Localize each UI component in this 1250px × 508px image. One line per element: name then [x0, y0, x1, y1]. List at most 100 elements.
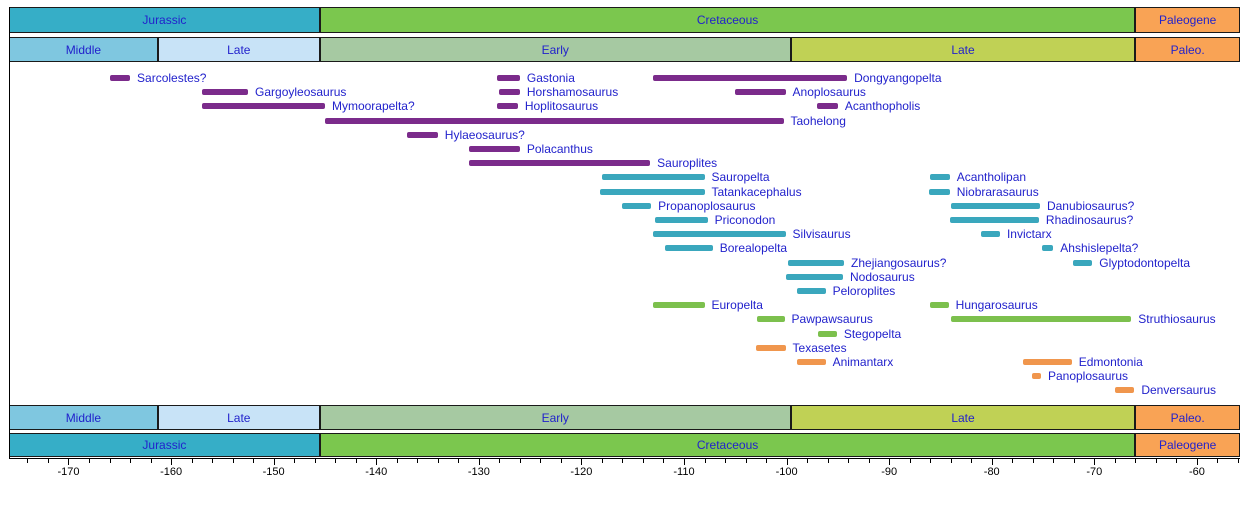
- epoch-band-top-segment: Late: [157, 37, 320, 62]
- axis-minor-tick: [1114, 459, 1116, 463]
- taxon-label[interactable]: Hungarosaurus: [955, 298, 1038, 313]
- axis-tick-label: -160: [160, 466, 183, 478]
- taxon-range-bar: [981, 231, 1000, 238]
- axis-tick-label: -80: [983, 466, 1000, 478]
- taxon-label[interactable]: Sarcolestes?: [137, 71, 207, 85]
- taxon-range-bar: [950, 202, 1040, 209]
- epoch-band-top-segment: Middle: [9, 37, 158, 62]
- taxon-label[interactable]: Europelta: [711, 298, 763, 313]
- axis-major-tick: [478, 459, 480, 465]
- period-band-bottom-label[interactable]: Cretaceous: [696, 438, 759, 452]
- taxon-label[interactable]: Struthiosaurus: [1138, 312, 1216, 327]
- taxon-range-bar: [1022, 359, 1072, 365]
- taxon-range-bar: [1031, 373, 1041, 380]
- taxon-label[interactable]: Danubiosaurus?: [1046, 198, 1135, 213]
- taxon-label[interactable]: Taohelong: [790, 113, 846, 128]
- epoch-band-top-label[interactable]: Late: [951, 42, 975, 57]
- axis-minor-tick: [232, 459, 234, 463]
- taxon-label[interactable]: Zhejiangosaurus?: [851, 255, 947, 270]
- taxon-range-bar: [949, 217, 1039, 223]
- taxon-range-bar: [653, 231, 786, 238]
- epoch-band-bottom-label[interactable]: Early: [541, 410, 569, 425]
- taxon-label[interactable]: Propanoplosaurus: [658, 198, 756, 213]
- taxon-label[interactable]: Stegopelta: [843, 326, 902, 341]
- taxon-label[interactable]: Pawpawsaurus: [791, 312, 873, 327]
- taxon-label[interactable]: Anoplosaurus: [792, 85, 866, 100]
- taxon-label[interactable]: Texasetes: [792, 340, 847, 355]
- taxon-label[interactable]: Ahshislepelta?: [1060, 241, 1139, 256]
- axis-minor-tick: [950, 459, 952, 463]
- taxon-range-bar: [655, 217, 708, 223]
- taxon-range-bar: [756, 316, 785, 323]
- period-band-top-label[interactable]: Jurassic: [142, 13, 187, 27]
- taxon-label[interactable]: Animantarx: [832, 355, 894, 369]
- epoch-band-bottom-segment: Middle: [9, 405, 158, 430]
- axis-minor-tick: [868, 459, 870, 463]
- taxon-label[interactable]: Niobrarasaurus: [956, 184, 1039, 199]
- taxon-label[interactable]: Nodosaurus: [850, 269, 915, 284]
- axis-major-tick: [991, 459, 993, 465]
- axis-minor-tick: [909, 459, 911, 463]
- period-band-top-segment: Jurassic: [9, 7, 320, 33]
- taxon-label[interactable]: Sauroplites: [657, 156, 718, 171]
- epoch-band-bottom-label[interactable]: Paleo.: [1170, 410, 1205, 425]
- taxon-label[interactable]: Silvisaurus: [792, 227, 851, 242]
- taxon-label[interactable]: Gargoyleosaurus: [255, 85, 347, 100]
- axis-minor-tick: [437, 459, 439, 463]
- taxon-label[interactable]: Edmontonia: [1078, 355, 1143, 369]
- epoch-band-bottom-segment: Late: [790, 405, 1136, 430]
- epoch-band-bottom-label[interactable]: Late: [227, 410, 251, 425]
- epoch-band-top-label[interactable]: Middle: [65, 42, 102, 57]
- axis-major-tick: [1196, 459, 1198, 465]
- epoch-band-top-label[interactable]: Early: [541, 42, 569, 57]
- period-band-top-label[interactable]: Paleogene: [1158, 13, 1217, 27]
- taxon-label[interactable]: Panoplosaurus: [1047, 369, 1129, 384]
- axis-minor-tick: [663, 459, 665, 463]
- taxon-range-bar: [324, 117, 784, 124]
- axis-baseline: [9, 458, 1240, 459]
- taxon-label[interactable]: Tatankacephalus: [711, 184, 802, 199]
- taxon-label[interactable]: Denversaurus: [1141, 383, 1217, 398]
- taxon-range-bar: [653, 75, 848, 81]
- taxon-label[interactable]: Gastonia: [526, 71, 575, 85]
- taxon-label[interactable]: Borealopelta: [719, 241, 788, 256]
- epoch-band-top-segment: Paleo.: [1135, 37, 1240, 62]
- taxon-range-bar: [930, 302, 949, 309]
- axis-minor-tick: [458, 459, 460, 463]
- taxon-label[interactable]: Hoplitosaurus: [524, 99, 599, 114]
- period-band-bottom-label[interactable]: Jurassic: [142, 438, 187, 452]
- axis-minor-tick: [27, 459, 29, 463]
- taxon-label[interactable]: Invictarx: [1006, 227, 1052, 242]
- taxon-label[interactable]: Hylaeosaurus?: [444, 127, 525, 142]
- epoch-band-top-label[interactable]: Late: [227, 42, 251, 57]
- epoch-band-bottom-label[interactable]: Late: [951, 410, 975, 425]
- taxon-label[interactable]: Glyptodontopelta: [1099, 255, 1190, 270]
- taxon-range-bar: [468, 160, 651, 167]
- taxon-range-bar: [653, 302, 705, 309]
- taxon-label[interactable]: Peloroplites: [832, 284, 896, 298]
- taxon-label[interactable]: Priconodon: [714, 213, 776, 227]
- axis-minor-tick: [745, 459, 747, 463]
- epoch-band-bottom-segment: Late: [157, 405, 320, 430]
- taxon-label[interactable]: Horshamosaurus: [526, 85, 619, 100]
- taxon-range-bar: [201, 103, 325, 110]
- axis-minor-tick: [1135, 459, 1137, 463]
- taxon-label[interactable]: Acantholipan: [956, 170, 1027, 185]
- axis-minor-tick: [560, 459, 562, 463]
- taxon-label[interactable]: Acanthopholis: [844, 99, 921, 114]
- epoch-band-bottom-label[interactable]: Middle: [65, 410, 102, 425]
- axis-minor-tick: [704, 459, 706, 463]
- axis-major-tick: [1094, 459, 1096, 465]
- taxon-label[interactable]: Rhadinosaurus?: [1045, 213, 1134, 227]
- taxon-label[interactable]: Mymoorapelta?: [331, 99, 415, 114]
- axis-minor-tick: [109, 459, 111, 463]
- period-band-top-label[interactable]: Cretaceous: [696, 13, 759, 27]
- axis-minor-tick: [1217, 459, 1219, 463]
- epoch-band-top-label[interactable]: Paleo.: [1170, 42, 1205, 57]
- period-band-bottom-label[interactable]: Paleogene: [1158, 438, 1217, 452]
- taxon-label[interactable]: Polacanthus: [526, 142, 593, 156]
- taxon-label[interactable]: Dongyangopelta: [854, 71, 942, 85]
- taxon-label[interactable]: Sauropelta: [711, 170, 770, 185]
- axis-minor-tick: [766, 459, 768, 463]
- taxon-range-bar: [109, 75, 131, 81]
